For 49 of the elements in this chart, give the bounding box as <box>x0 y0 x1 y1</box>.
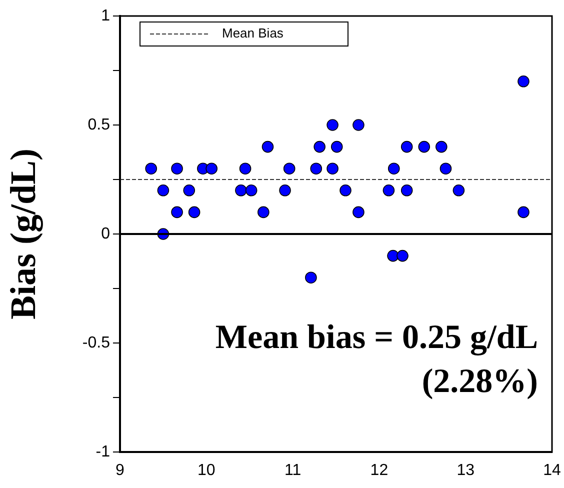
point <box>396 250 408 262</box>
x-tick-label: 11 <box>284 462 302 480</box>
point <box>206 162 218 174</box>
point <box>314 140 326 153</box>
point <box>245 184 258 196</box>
legend-label: Mean Bias <box>222 26 284 41</box>
point <box>310 162 322 174</box>
point <box>388 162 400 174</box>
y-tick-label: -0.5 <box>82 334 110 352</box>
point <box>452 184 465 196</box>
point <box>279 184 291 196</box>
point <box>326 162 338 174</box>
point <box>518 206 530 218</box>
y-tick-label: 0 <box>101 225 110 242</box>
point <box>330 140 343 153</box>
point <box>239 162 252 174</box>
point <box>340 184 352 196</box>
point <box>305 272 317 284</box>
point <box>326 119 338 131</box>
point <box>258 206 270 218</box>
point <box>518 76 530 88</box>
point <box>387 250 399 262</box>
x-tick-label: 9 <box>116 462 125 480</box>
point <box>418 140 430 153</box>
y-tick-label: -1 <box>96 443 110 460</box>
point <box>171 206 183 218</box>
point <box>183 184 196 196</box>
point <box>400 184 413 196</box>
point <box>171 162 183 174</box>
x-tick-label: 12 <box>370 462 388 480</box>
point <box>382 184 395 196</box>
point <box>400 140 413 153</box>
point <box>157 184 170 196</box>
y-axis-title: Bias (g/dL) <box>2 148 43 320</box>
point <box>352 119 364 131</box>
annotation: Mean bias = 0.25 g/dL (2.28%) <box>215 319 538 400</box>
point <box>145 162 158 174</box>
point <box>283 162 296 174</box>
point <box>235 184 247 196</box>
point <box>262 140 274 153</box>
x-tick-label: 10 <box>198 462 216 480</box>
point <box>352 206 364 218</box>
point <box>188 206 200 218</box>
point <box>440 162 452 174</box>
y-tick-label: 0.5 <box>88 116 110 134</box>
x-tick-label: 14 <box>543 462 561 480</box>
y-tick-label: 1 <box>101 7 110 24</box>
x-tick-label: 13 <box>456 462 475 480</box>
point <box>436 140 448 153</box>
